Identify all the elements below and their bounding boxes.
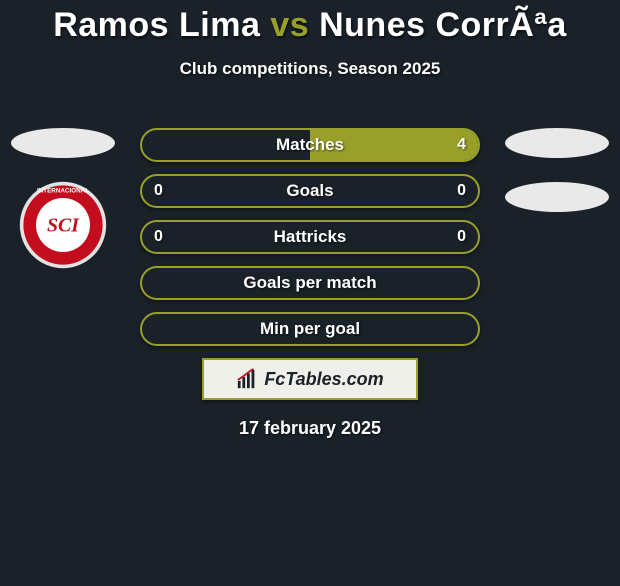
date-text: 17 february 2025 bbox=[140, 418, 480, 439]
stat-row-min-per-goal: Min per goal bbox=[140, 312, 480, 346]
stat-value-right: 0 bbox=[457, 228, 466, 246]
brand-box: FcTables.com bbox=[202, 358, 418, 400]
stat-row-goals: 0 Goals 0 bbox=[140, 174, 480, 208]
player2-name: Nunes CorrÃªa bbox=[319, 6, 567, 44]
vs-text: vs bbox=[270, 6, 309, 44]
player1-flag bbox=[11, 128, 115, 158]
stat-label: Matches bbox=[276, 135, 344, 155]
stat-label: Goals per match bbox=[243, 273, 376, 293]
stat-row-matches: Matches 4 bbox=[140, 128, 480, 162]
player2-flag bbox=[505, 128, 609, 158]
player2-column bbox=[502, 128, 612, 212]
stat-label: Min per goal bbox=[260, 319, 360, 339]
stat-label: Hattricks bbox=[274, 227, 347, 247]
brand-text: FcTables.com bbox=[264, 369, 383, 390]
stat-value-left: 0 bbox=[154, 228, 163, 246]
stat-value-right: 4 bbox=[457, 136, 466, 154]
player1-club-badge: SCI INTERNACIONAL bbox=[18, 180, 108, 270]
stats-column: Matches 4 0 Goals 0 0 Hattricks 0 Goals per matc… bbox=[140, 128, 480, 439]
player1-column: SCI INTERNACIONAL bbox=[8, 128, 118, 270]
stat-value-right: 0 bbox=[457, 182, 466, 200]
player1-name: Ramos Lima bbox=[53, 6, 260, 44]
subtitle: Club competitions, Season 2025 bbox=[0, 59, 620, 79]
comparison-title: Ramos Lima vs Nunes CorrÃªa bbox=[0, 6, 620, 45]
stat-row-hattricks: 0 Hattricks 0 bbox=[140, 220, 480, 254]
stat-row-goals-per-match: Goals per match bbox=[140, 266, 480, 300]
svg-text:INTERNACIONAL: INTERNACIONAL bbox=[37, 188, 89, 195]
stat-label: Goals bbox=[286, 181, 333, 201]
stat-value-left: 0 bbox=[154, 182, 163, 200]
chart-icon bbox=[236, 368, 258, 390]
svg-text:SCI: SCI bbox=[47, 214, 80, 236]
player2-club-placeholder bbox=[505, 182, 609, 212]
